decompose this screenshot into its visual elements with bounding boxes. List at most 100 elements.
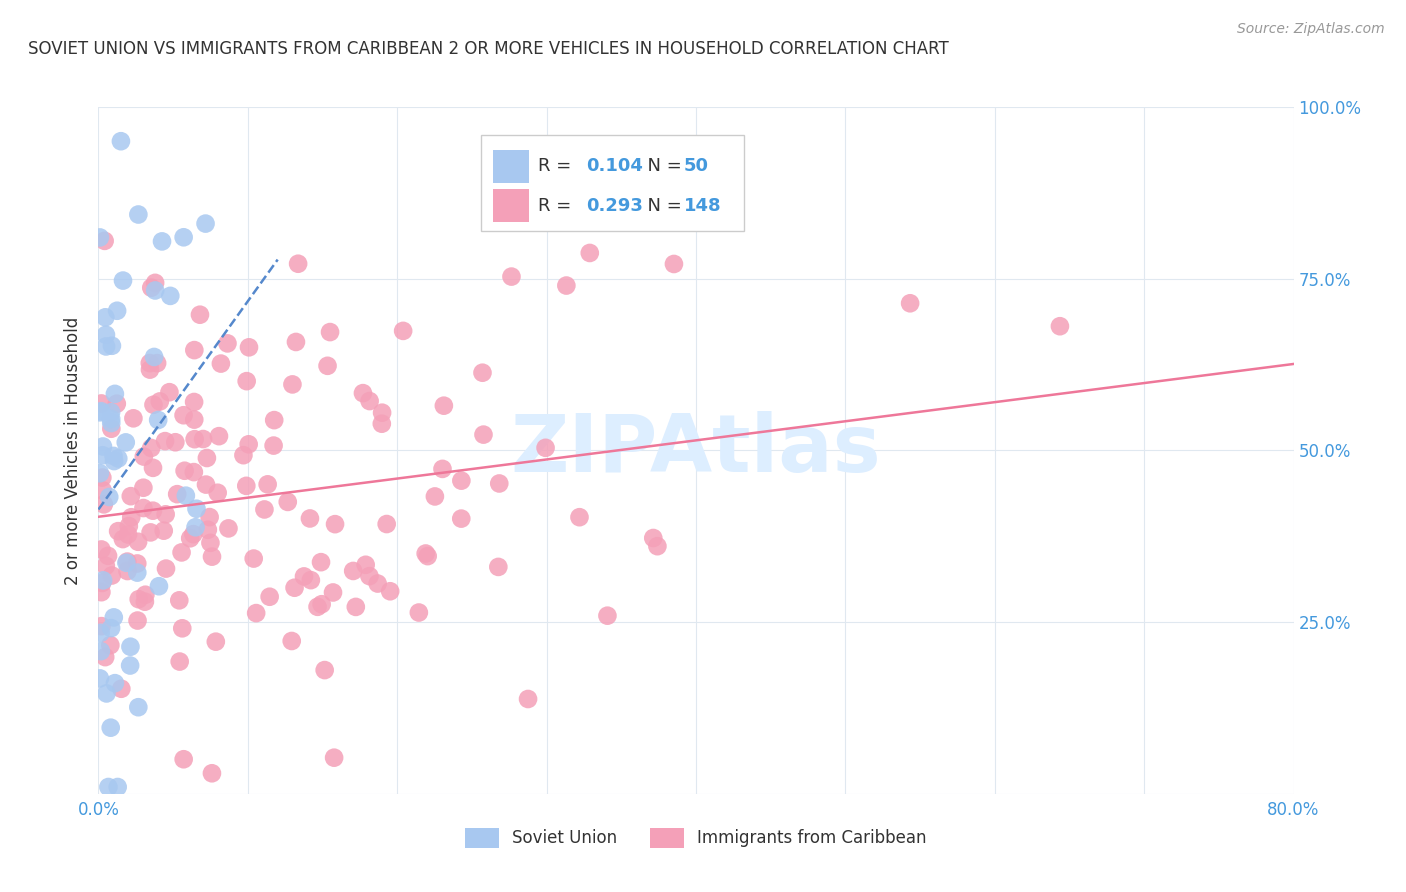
- Text: SOVIET UNION VS IMMIGRANTS FROM CARIBBEAN 2 OR MORE VEHICLES IN HOUSEHOLD CORREL: SOVIET UNION VS IMMIGRANTS FROM CARIBBEA…: [28, 40, 949, 58]
- Point: [898, 296, 921, 310]
- Point: [148, 413, 170, 427]
- Point: [117, 527, 139, 541]
- Point: [307, 599, 329, 614]
- Point: [149, 394, 172, 409]
- Point: [132, 501, 155, 516]
- Point: [198, 510, 221, 524]
- Point: [89, 467, 111, 481]
- Point: [235, 479, 257, 493]
- Text: 50: 50: [685, 157, 709, 175]
- Y-axis label: 2 or more Vehicles in Household: 2 or more Vehicles in Household: [65, 317, 83, 584]
- Point: [120, 658, 142, 673]
- Point: [323, 517, 346, 532]
- Point: [91, 440, 114, 454]
- Point: [245, 606, 267, 620]
- Point: [392, 324, 415, 338]
- Point: [344, 599, 367, 614]
- Point: [284, 581, 307, 595]
- Point: [647, 539, 669, 553]
- Point: [323, 750, 346, 764]
- Point: [415, 547, 437, 561]
- Point: [179, 531, 201, 545]
- Point: [90, 396, 112, 410]
- Text: 0.293: 0.293: [586, 197, 643, 215]
- Point: [101, 339, 124, 353]
- Point: [139, 525, 162, 540]
- Point: [166, 487, 188, 501]
- Point: [159, 289, 181, 303]
- Point: [201, 549, 224, 564]
- Point: [93, 234, 115, 248]
- Point: [359, 394, 381, 409]
- Point: [139, 362, 162, 376]
- Point: [450, 474, 472, 488]
- Point: [89, 230, 111, 244]
- Point: [174, 489, 197, 503]
- Point: [280, 634, 302, 648]
- Point: [153, 434, 176, 449]
- Point: [238, 340, 260, 354]
- Point: [96, 686, 118, 700]
- Point: [184, 520, 207, 534]
- Point: [173, 409, 195, 423]
- Point: [408, 606, 430, 620]
- Point: [110, 681, 132, 696]
- Point: [568, 510, 591, 524]
- Point: [197, 523, 219, 537]
- Point: [111, 274, 134, 288]
- Point: [352, 386, 374, 401]
- Point: [298, 511, 321, 525]
- Point: [100, 621, 122, 635]
- Point: [488, 476, 510, 491]
- Point: [142, 398, 165, 412]
- Point: [107, 451, 129, 466]
- Point: [204, 634, 226, 648]
- Point: [118, 519, 141, 533]
- Point: [201, 766, 224, 780]
- Point: [186, 501, 208, 516]
- Point: [127, 207, 149, 221]
- Point: [359, 569, 381, 583]
- Point: [517, 692, 540, 706]
- Point: [107, 524, 129, 538]
- Point: [104, 387, 127, 401]
- Point: [643, 531, 665, 545]
- Point: [94, 339, 117, 353]
- Point: [433, 399, 456, 413]
- Point: [217, 336, 239, 351]
- Point: [183, 527, 205, 541]
- Point: [94, 310, 117, 325]
- Point: [91, 576, 114, 591]
- Point: [172, 621, 194, 635]
- Point: [89, 672, 111, 686]
- Point: [322, 585, 344, 599]
- Point: [114, 435, 136, 450]
- Point: [259, 590, 281, 604]
- Point: [141, 280, 163, 294]
- Point: [127, 614, 149, 628]
- Point: [188, 308, 211, 322]
- Point: [143, 350, 166, 364]
- Point: [90, 625, 112, 640]
- Point: [578, 246, 600, 260]
- Point: [100, 422, 122, 436]
- Point: [146, 356, 169, 370]
- Point: [316, 359, 339, 373]
- Point: [91, 483, 114, 498]
- Point: [292, 569, 315, 583]
- Point: [281, 377, 304, 392]
- Point: [256, 477, 278, 491]
- Point: [319, 325, 342, 339]
- Point: [314, 663, 336, 677]
- Point: [209, 357, 232, 371]
- Point: [90, 585, 112, 599]
- Point: [134, 595, 156, 609]
- Point: [277, 495, 299, 509]
- Point: [555, 278, 578, 293]
- Point: [367, 576, 389, 591]
- Point: [1049, 319, 1071, 334]
- Point: [100, 721, 122, 735]
- Point: [127, 557, 149, 571]
- Point: [232, 448, 254, 462]
- Point: [117, 555, 139, 569]
